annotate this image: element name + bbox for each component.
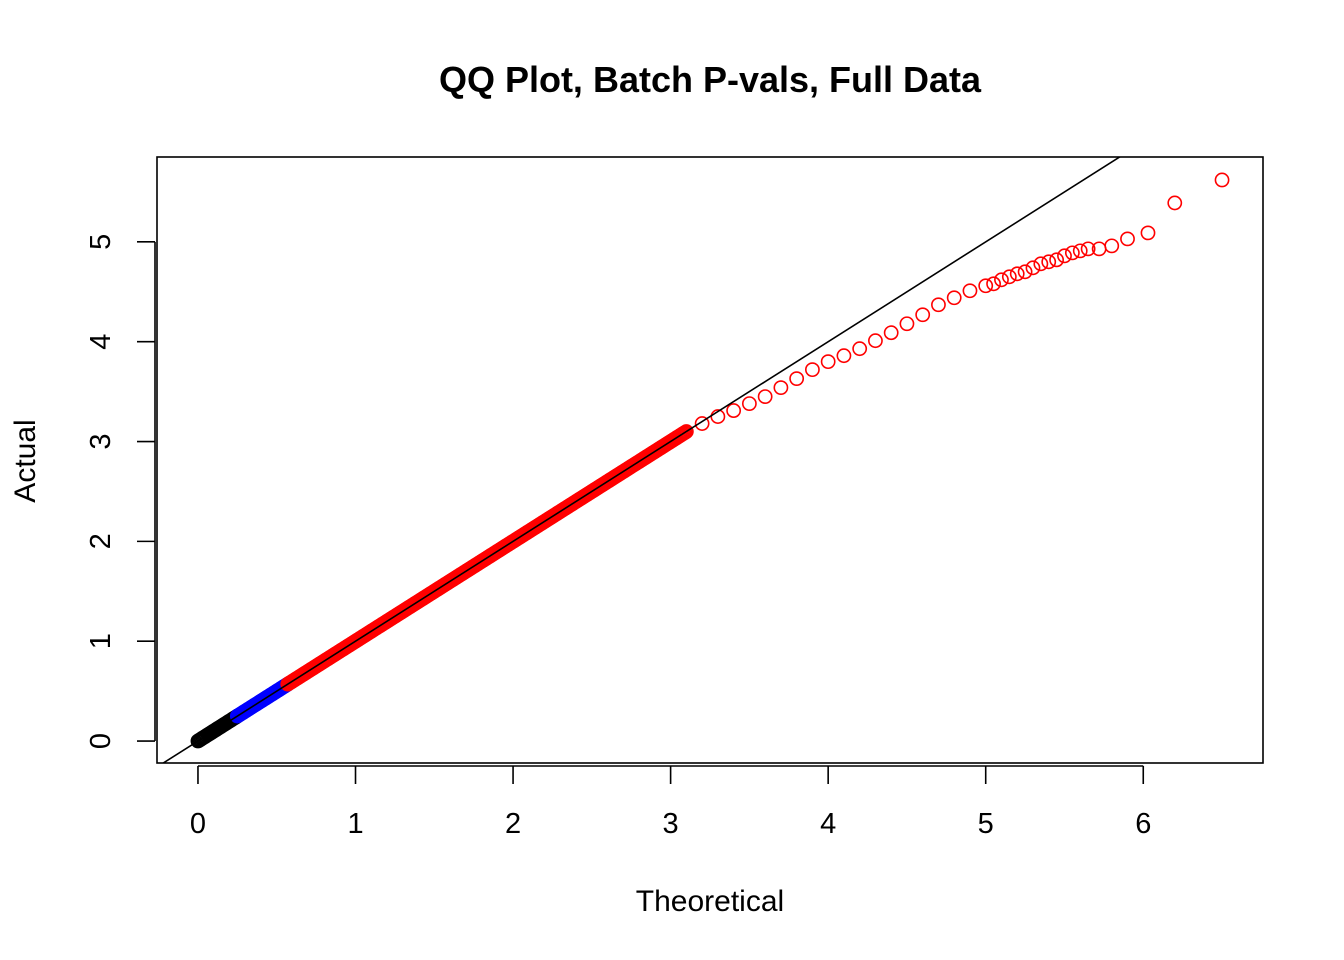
y-axis: 0 1 2 3 4 5 (85, 234, 156, 749)
x-tick-label: 4 (820, 808, 836, 840)
reference-line (161, 157, 1122, 763)
chart-title: QQ Plot, Batch P-vals, Full Data (439, 59, 982, 100)
data-point (820, 354, 836, 370)
data-point (986, 276, 1001, 292)
x-axis: 0 1 2 3 4 5 6 (190, 765, 1151, 840)
x-tick-label: 2 (505, 808, 521, 840)
data-point (1104, 238, 1120, 254)
data-point (1140, 225, 1156, 241)
x-tick-label: 1 (347, 808, 363, 840)
data-point (773, 380, 789, 396)
data-point (931, 297, 946, 313)
data-point (741, 396, 757, 411)
data-point (1064, 245, 1080, 261)
data-point (1025, 260, 1041, 276)
data-point (1017, 264, 1033, 280)
data-point (757, 389, 773, 405)
data-point (962, 283, 978, 299)
data-point (899, 316, 915, 332)
points-layer (190, 172, 1230, 749)
y-axis-title: Actual (9, 419, 42, 502)
y-tick-label: 0 (85, 733, 117, 749)
series-points (190, 708, 245, 749)
data-point (883, 325, 899, 341)
series-points (280, 172, 1230, 692)
x-axis-title: Theoretical (636, 885, 784, 918)
data-point (1033, 256, 1049, 272)
y-tick-label: 4 (85, 334, 117, 350)
y-tick-label: 3 (85, 433, 117, 449)
x-tick-label: 0 (190, 808, 206, 840)
data-point (805, 362, 820, 378)
data-point (946, 290, 962, 306)
data-point (1041, 254, 1057, 270)
data-point (1080, 241, 1096, 257)
series-points (229, 676, 296, 724)
data-point (1072, 243, 1088, 259)
data-point (1001, 269, 1017, 285)
data-point (836, 348, 852, 364)
data-point (1167, 195, 1183, 211)
x-tick-label: 6 (1135, 808, 1151, 840)
data-point (1057, 248, 1072, 264)
data-point (1009, 266, 1025, 282)
data-point (1049, 252, 1065, 268)
data-point (1214, 172, 1230, 188)
data-point (868, 333, 883, 349)
x-tick-label: 3 (663, 808, 679, 840)
data-point (726, 403, 742, 418)
y-tick-label: 2 (85, 533, 117, 549)
data-point (678, 424, 694, 439)
plot-area (161, 157, 1230, 763)
data-point (978, 278, 994, 294)
data-point (789, 371, 805, 387)
data-point (915, 307, 931, 323)
data-point (1120, 231, 1135, 247)
plot-box (156, 156, 1264, 764)
data-point (694, 416, 710, 431)
y-tick-label: 1 (85, 633, 117, 649)
x-tick-label: 5 (978, 808, 994, 840)
data-point (994, 272, 1009, 288)
data-point (852, 341, 868, 357)
y-tick-label: 5 (85, 234, 117, 250)
